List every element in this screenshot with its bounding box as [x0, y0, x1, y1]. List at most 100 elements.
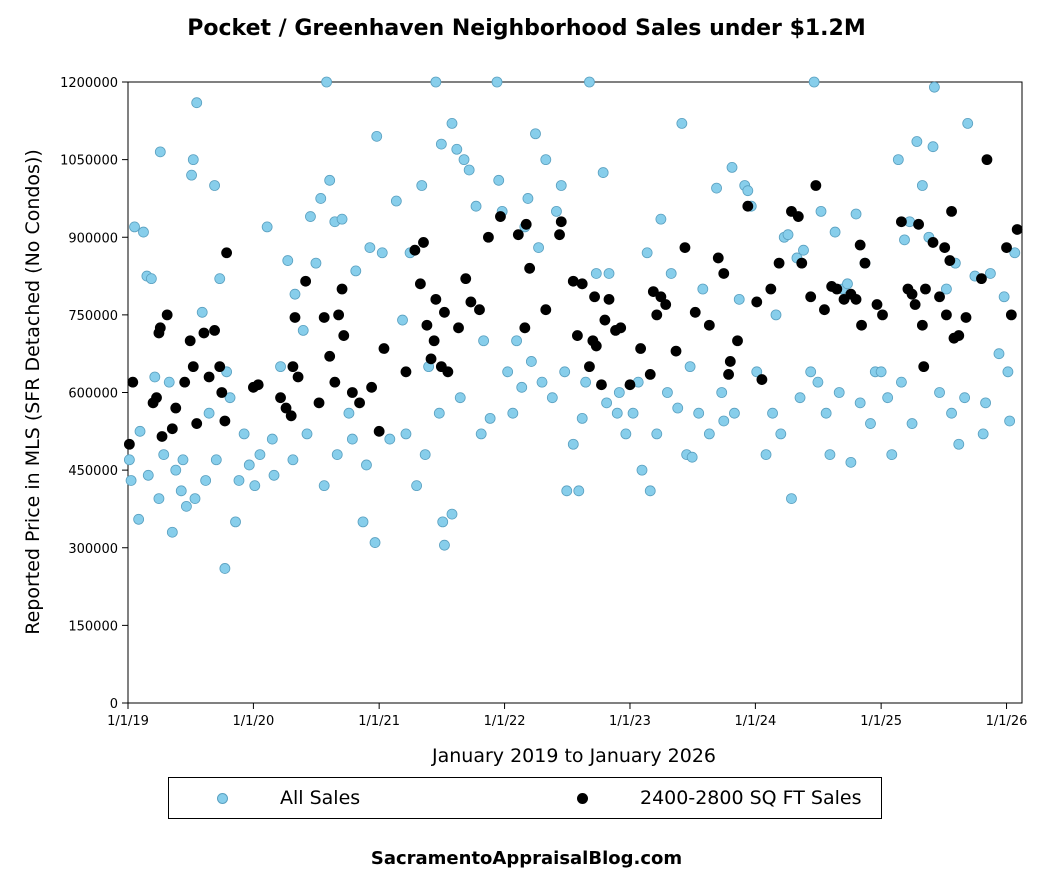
sqft-sale-point [819, 304, 830, 316]
sale-point [899, 234, 910, 246]
sale-point [636, 464, 648, 476]
sqft-sale-point [934, 291, 945, 303]
sale-point [794, 392, 806, 404]
sqft-sale-point [589, 291, 600, 303]
sale-point [491, 76, 503, 88]
sale-point [516, 381, 528, 393]
sale-point [644, 485, 656, 497]
sale-point [686, 451, 698, 463]
sale-point [125, 475, 137, 486]
sale-point [551, 205, 562, 217]
sale-point [318, 480, 330, 492]
sale-point [297, 324, 309, 336]
sale-point [369, 537, 381, 548]
sale-point [454, 392, 466, 404]
sale-point [927, 141, 939, 153]
sqft-sale-point [765, 283, 777, 295]
sale-point [718, 415, 730, 427]
sqft-sale-point [584, 361, 595, 373]
plot-frame [127, 81, 1023, 704]
sqft-sale-point [313, 397, 325, 409]
sqft-sale-point [877, 309, 888, 321]
sqft-sale-point [209, 324, 220, 336]
sale-point [892, 154, 904, 166]
sqft-sale-point [732, 335, 743, 347]
sale-point [275, 361, 286, 373]
sale-point [210, 454, 222, 466]
sale-point [321, 76, 332, 88]
sale-point [463, 164, 475, 176]
y-tick-label: 750000 [68, 309, 118, 324]
sqft-sale-point [651, 309, 663, 321]
sale-point [655, 213, 667, 225]
sqft-sale-point [624, 379, 636, 391]
sqft-sale-point [187, 361, 199, 373]
sale-point [1009, 247, 1021, 259]
sale-point [611, 407, 623, 419]
sqft-sale-point [280, 402, 292, 414]
sale-point [287, 454, 299, 466]
x-tick-label: 1/1/22 [484, 714, 526, 729]
sqft-sale-point [909, 299, 921, 310]
sale-point [770, 309, 782, 321]
sqft-sale-point [127, 376, 139, 388]
sale-point [561, 485, 573, 497]
sale-point [470, 200, 482, 212]
sqft-sale-point [916, 319, 928, 331]
sale-point [439, 539, 450, 551]
sale-point [419, 449, 431, 461]
sale-point [641, 247, 653, 259]
sqft-sale-point [221, 247, 233, 259]
sqft-sale-point [519, 322, 531, 334]
sqft-sale-point [689, 306, 701, 318]
sale-point [886, 449, 898, 461]
sqft-sale-point [944, 255, 956, 266]
sale-point [364, 242, 376, 254]
sale-point [416, 180, 428, 191]
sale-point [959, 392, 971, 404]
sale-point [376, 247, 388, 259]
sqft-sale-point [418, 237, 429, 248]
sqft-sale-point [203, 371, 215, 383]
sqft-sale-point [635, 343, 647, 354]
sqft-sale-point [644, 368, 656, 380]
sale-point [536, 376, 548, 388]
sale-point [977, 428, 989, 440]
sqft-sale-point [252, 379, 264, 391]
sqft-sale-point [655, 291, 667, 303]
sqft-sale-point [333, 309, 345, 321]
sqft-sale-point [703, 319, 715, 331]
sale-point [941, 283, 952, 295]
sqft-sale-point [354, 397, 365, 409]
sale-point [751, 366, 763, 378]
sale-point [525, 356, 537, 367]
sale-point [478, 335, 490, 347]
sale-point [760, 449, 772, 461]
sqft-sale-point [810, 180, 822, 191]
sale-point [324, 174, 336, 186]
sale-point [350, 265, 362, 277]
sqft-sale-point [615, 322, 627, 334]
sale-point [153, 493, 165, 504]
sqft-sale-point [483, 231, 494, 243]
sqft-sale-point [756, 374, 768, 385]
x-tick-label: 1/1/21 [358, 714, 400, 729]
sqft-sale-point [324, 350, 336, 362]
sale-point [134, 425, 146, 437]
sqft-sale-point [214, 361, 226, 373]
sale-point [651, 428, 663, 440]
sqft-sale-point [724, 356, 736, 367]
sale-point [233, 475, 245, 486]
sale-point [175, 485, 187, 497]
sqft-sale-point [156, 431, 168, 442]
sale-point [400, 428, 412, 440]
sale-point [693, 407, 705, 419]
x-tick-label: 1/1/20 [232, 714, 274, 729]
sqft-sale-point [318, 312, 330, 323]
sale-point [815, 205, 827, 217]
sale-point [665, 268, 677, 279]
sqft-sale-point [670, 345, 682, 357]
sale-point [268, 469, 280, 481]
x-tick-label: 1/1/24 [734, 714, 776, 729]
